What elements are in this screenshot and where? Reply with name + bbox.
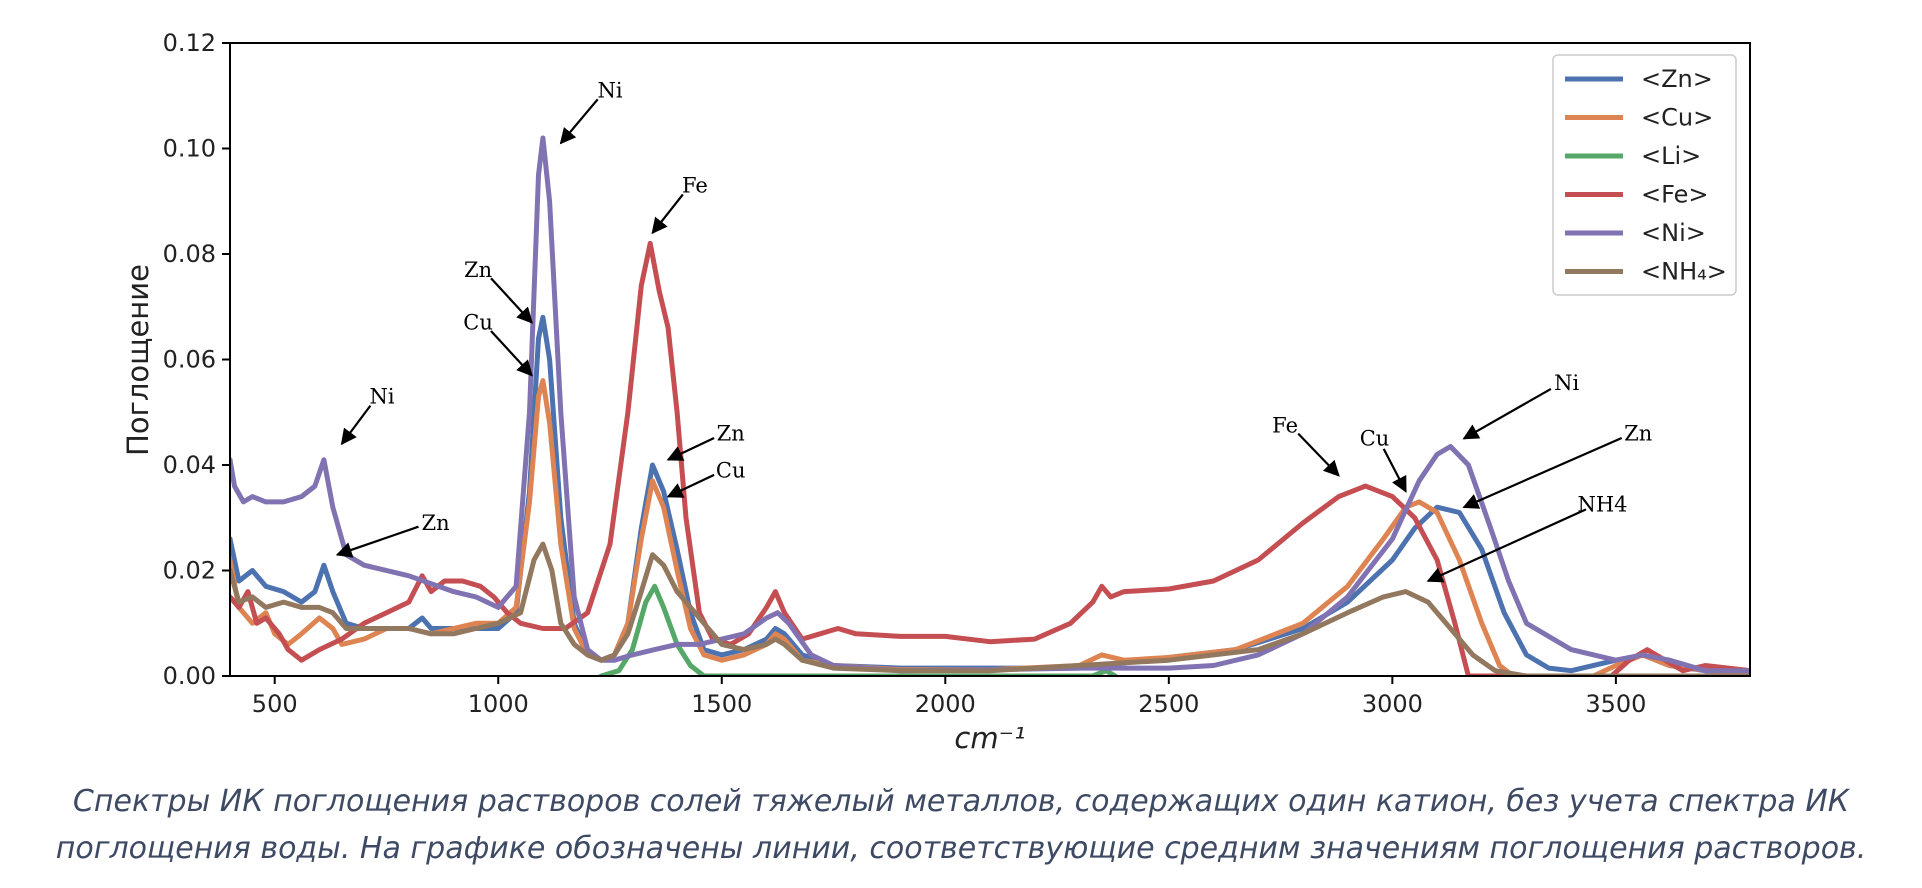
x-tick-label: 2000 [915,690,976,718]
series-line-4 [230,240,1750,676]
legend: <Zn> <Cu> <Li> <Fe> <Ni> <NH₄> [1552,54,1737,296]
legend-label: <Li> [1641,142,1701,170]
x-tick-label: 3500 [1585,690,1646,718]
y-tick-label: 0.12 [163,29,216,57]
annotation-layer: Ni Fe Zn Cu Ni Zn Zn Cu Fe Cu Ni Zn NH4 [335,79,1652,583]
y-tick-label: 0.08 [163,240,216,268]
x-tick-label: 2500 [1138,690,1199,718]
annotation-label: Cu [463,311,493,335]
x-axis-label: cm⁻¹ [954,721,1025,755]
annotation-label: Ni [597,79,622,103]
annotation-label: Zn [422,511,450,535]
series-line-6 [230,541,1750,676]
x-tick-label: 500 [252,690,298,718]
y-tick-label: 0.02 [163,557,216,585]
y-tick-label: 0.06 [163,346,216,374]
annotation-arrow [1462,436,1623,509]
annotation-arrow [335,525,419,558]
annotation-label: Fe [682,173,708,197]
legend-label: <NH₄> [1641,258,1727,286]
annotation-arrow [340,404,372,446]
annotation-label: Fe [1272,413,1298,437]
axes-layer: 500 1000 1500 2000 2500 3000 3500 0.00 0.02 0.04 0… [163,29,1647,718]
legend-label: <Zn> [1641,65,1713,93]
x-tick-label: 1500 [691,690,752,718]
annotation-label: Zn [717,421,745,445]
legend-label: <Ni> [1641,219,1706,247]
annotation-arrow [1297,432,1340,477]
annotation-label: Zn [464,258,492,282]
caption-line-1: Спектры ИК поглощения растворов солей тя… [72,784,1850,819]
legend-label: <Fe> [1641,181,1708,209]
figure-caption: Спектры ИК поглощения растворов солей тя… [0,778,1922,872]
annotation-label: NH4 [1577,493,1627,517]
legend-label: <Cu> [1641,104,1713,132]
annotation-label: Zn [1624,421,1652,445]
series-line-3 [598,583,1118,676]
series-line-2 [230,378,1750,676]
annotation-arrow [666,437,715,461]
absorption-spectra-chart: Ni Fe Zn Cu Ni Zn Zn Cu Fe Cu Ni Zn NH4 500 1000 1500 2… [121,29,1751,755]
annotation-arrow [490,277,533,324]
x-tick-label: 1000 [468,690,529,718]
x-tick-label: 3000 [1362,690,1423,718]
annotation-arrow [1462,387,1552,440]
y-tick-label: 0.04 [163,451,216,479]
annotation-arrow [1382,448,1407,493]
annotation-label: Ni [369,384,394,408]
annotation-label: Cu [1360,427,1390,451]
y-tick-label: 0.00 [163,662,216,690]
caption-line-2: поглощения воды. На графике обозначены л… [55,831,1867,866]
series-layer [230,135,1750,676]
y-axis-label: Поглощение [121,264,155,456]
annotation-label: Cu [716,458,746,482]
annotation-arrow [1426,508,1587,583]
annotation-arrow [490,330,533,377]
annotation-arrow [651,193,684,235]
annotation-label: Ni [1554,371,1579,395]
annotation-arrow [559,98,599,145]
y-tick-label: 0.10 [163,135,216,163]
annotation-arrow [666,473,715,498]
